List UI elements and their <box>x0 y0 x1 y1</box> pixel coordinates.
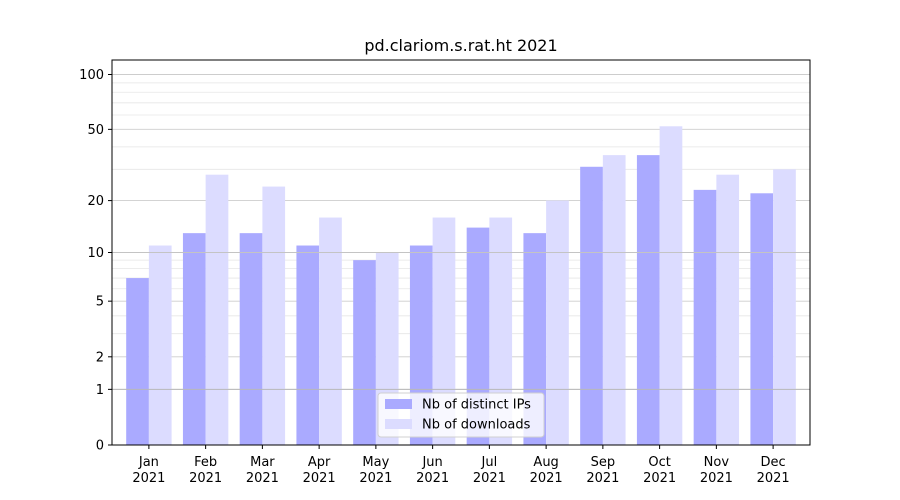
x-tick-year: 2021 <box>246 471 279 486</box>
x-tick-year: 2021 <box>643 471 676 486</box>
bar-downloads-aug <box>546 200 569 445</box>
x-tick-month: Nov <box>704 455 730 470</box>
y-tick-label: 10 <box>87 246 104 261</box>
x-tick-year: 2021 <box>757 471 790 486</box>
bar-downloads-oct <box>659 126 683 445</box>
x-tick-month: May <box>362 455 389 470</box>
x-tick-label-jul: Jul 2021 <box>473 455 506 486</box>
bar-distinct-ips-oct <box>636 155 660 446</box>
legend-label-downloads: Nb of downloads <box>422 418 531 433</box>
bar-downloads-sep <box>602 155 626 446</box>
x-tick-label-apr: Apr 2021 <box>303 455 336 486</box>
x-tick-month: Jan <box>138 455 159 470</box>
x-tick-label-mar: Mar 2021 <box>246 455 279 486</box>
x-tick-label-jan: Jan 2021 <box>132 455 165 486</box>
x-tick-month: Feb <box>194 455 217 470</box>
x-tick-year: 2021 <box>530 471 563 486</box>
x-tick-year: 2021 <box>416 471 449 486</box>
x-tick-year: 2021 <box>473 471 506 486</box>
bar-distinct-ips-jul <box>466 227 490 445</box>
x-tick-label-sep: Sep 2021 <box>586 455 619 486</box>
x-tick-month: Aug <box>533 455 558 470</box>
x-tick-month: Jul <box>481 455 498 470</box>
x-tick-month: Apr <box>308 455 331 470</box>
x-tick-label-aug: Aug 2021 <box>530 455 563 486</box>
y-tick-label: 1 <box>96 383 104 398</box>
x-tick-month: Mar <box>250 455 275 470</box>
x-tick-year: 2021 <box>303 471 336 486</box>
legend-swatch-distinct-ips <box>385 399 412 409</box>
y-tick-label: 100 <box>79 68 104 83</box>
x-tick-year: 2021 <box>700 471 733 486</box>
bar-distinct-ips-may <box>353 260 376 445</box>
legend-label-distinct-ips: Nb of distinct IPs <box>422 398 531 413</box>
x-tick-month: Sep <box>591 455 616 470</box>
bar-downloads-feb <box>205 174 229 446</box>
x-tick-year: 2021 <box>132 471 165 486</box>
bar-downloads-apr <box>319 217 342 445</box>
x-tick-label-jun: Jun 2021 <box>416 455 449 486</box>
bar-downloads-jul <box>489 217 513 445</box>
bar-distinct-ips-jan <box>126 278 149 445</box>
legend-swatch-downloads <box>385 419 412 429</box>
chart-title: pd.clariom.s.rat.ht 2021 <box>364 36 557 55</box>
legend-box <box>377 392 545 438</box>
bar-downloads-jun <box>432 217 456 445</box>
y-tick-label: 0 <box>96 439 104 454</box>
y-tick-label: 5 <box>96 295 104 310</box>
bar-downloads-nov <box>716 174 740 446</box>
x-tick-label-may: May 2021 <box>359 455 392 486</box>
x-tick-year: 2021 <box>359 471 392 486</box>
x-tick-year: 2021 <box>586 471 619 486</box>
y-tick-label: 20 <box>87 194 104 209</box>
x-tick-label-dec: Dec 2021 <box>757 455 790 486</box>
bar-distinct-ips-nov <box>693 189 717 445</box>
x-tick-label-oct: Oct 2021 <box>643 455 676 486</box>
bar-downloads-mar <box>262 186 286 445</box>
bar-downloads-dec <box>773 169 796 445</box>
y-tick-label: 50 <box>87 123 104 138</box>
y-tick-label: 2 <box>96 350 104 365</box>
bar-distinct-ips-feb <box>182 233 206 445</box>
legend: Nb of distinct IPs Nb of downloads <box>377 392 545 438</box>
bar-distinct-ips-aug <box>523 233 547 445</box>
x-tick-month: Dec <box>761 455 786 470</box>
x-tick-label-feb: Feb 2021 <box>189 455 222 486</box>
bar-distinct-ips-dec <box>750 193 774 445</box>
bar-distinct-ips-mar <box>239 233 263 445</box>
x-tick-label-nov: Nov 2021 <box>700 455 733 486</box>
plot-area <box>112 60 810 446</box>
bar-distinct-ips-apr <box>296 245 320 445</box>
x-tick-month: Jun <box>421 455 442 470</box>
x-tick-year: 2021 <box>189 471 222 486</box>
bar-distinct-ips-sep <box>580 166 603 446</box>
bar-downloads-jan <box>148 245 172 445</box>
x-tick-month: Oct <box>648 455 670 470</box>
